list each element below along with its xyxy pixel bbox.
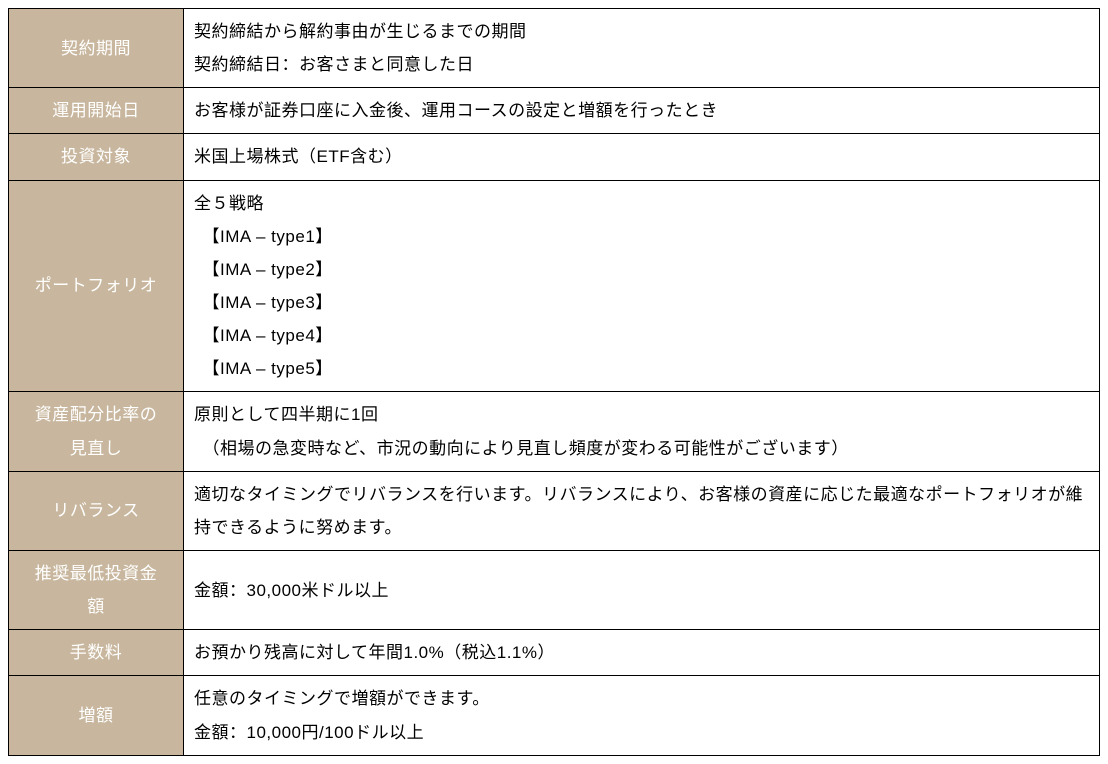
row-label: 手数料 xyxy=(9,630,184,676)
value-line: 金額：10,000円/100ドル以上 xyxy=(194,716,1091,749)
value-line: 全５戦略 xyxy=(194,187,1091,220)
table-row: ポートフォリオ 全５戦略 【IMA – type1】 【IMA – type2】… xyxy=(9,180,1100,392)
row-value: 米国上場株式（ETF含む） xyxy=(184,134,1100,180)
row-value: 原則として四半期に1回 （相場の急変時など、市況の動向により見直し頻度が変わる可… xyxy=(184,392,1100,471)
value-line: 任意のタイミングで増額ができます。 xyxy=(194,682,1091,715)
row-value: お預かり残高に対して年間1.0%（税込1.1%） xyxy=(184,630,1100,676)
row-label: 運用開始日 xyxy=(9,88,184,134)
value-line: 契約締結日：お客さまと同意した日 xyxy=(194,48,1091,81)
label-line: 資産配分比率の xyxy=(13,398,179,431)
label-line: 推奨最低投資金 xyxy=(13,557,179,590)
row-label: 契約期間 xyxy=(9,9,184,88)
value-line: （相場の急変時など、市況の動向により見直し頻度が変わる可能性がございます） xyxy=(194,432,1091,465)
table-row: 増額 任意のタイミングで増額ができます。 金額：10,000円/100ドル以上 xyxy=(9,676,1100,755)
value-line: 契約締結から解約事由が生じるまでの期間 xyxy=(194,15,1091,48)
value-line: 適切なタイミングでリバランスを行います。リバランスにより、お客様の資産に応じた最… xyxy=(194,485,1083,537)
value-line: お預かり残高に対して年間1.0%（税込1.1%） xyxy=(194,636,1091,669)
row-label: 投資対象 xyxy=(9,134,184,180)
row-label: 増額 xyxy=(9,676,184,755)
table-row: 投資対象 米国上場株式（ETF含む） xyxy=(9,134,1100,180)
value-line: 【IMA – type2】 xyxy=(194,253,1091,286)
value-line: 米国上場株式（ETF含む） xyxy=(194,140,1091,173)
table-row: 運用開始日 お客様が証券口座に入金後、運用コースの設定と増額を行ったとき xyxy=(9,88,1100,134)
value-line: 【IMA – type1】 xyxy=(194,220,1091,253)
label-line: 額 xyxy=(13,590,179,623)
row-label: ポートフォリオ xyxy=(9,180,184,392)
row-value: 金額：30,000米ドル以上 xyxy=(184,550,1100,629)
row-value: 全５戦略 【IMA – type1】 【IMA – type2】 【IMA – … xyxy=(184,180,1100,392)
value-line: 原則として四半期に1回 xyxy=(194,398,1091,431)
value-line: 【IMA – type3】 xyxy=(194,286,1091,319)
row-label: 資産配分比率の 見直し xyxy=(9,392,184,471)
table-row: 手数料 お預かり残高に対して年間1.0%（税込1.1%） xyxy=(9,630,1100,676)
table-row: リバランス 適切なタイミングでリバランスを行います。リバランスにより、お客様の資… xyxy=(9,471,1100,550)
label-line: 見直し xyxy=(13,432,179,465)
value-line: 【IMA – type5】 xyxy=(194,352,1091,385)
row-label: リバランス xyxy=(9,471,184,550)
row-value: 任意のタイミングで増額ができます。 金額：10,000円/100ドル以上 xyxy=(184,676,1100,755)
table-row: 推奨最低投資金 額 金額：30,000米ドル以上 xyxy=(9,550,1100,629)
table-row: 資産配分比率の 見直し 原則として四半期に1回 （相場の急変時など、市況の動向に… xyxy=(9,392,1100,471)
table-row: 契約期間 契約締結から解約事由が生じるまでの期間 契約締結日：お客さまと同意した… xyxy=(9,9,1100,88)
row-value: 契約締結から解約事由が生じるまでの期間 契約締結日：お客さまと同意した日 xyxy=(184,9,1100,88)
value-line: 金額：30,000米ドル以上 xyxy=(194,574,1091,607)
row-label: 推奨最低投資金 額 xyxy=(9,550,184,629)
details-table: 契約期間 契約締結から解約事由が生じるまでの期間 契約締結日：お客さまと同意した… xyxy=(8,8,1100,756)
row-value: 適切なタイミングでリバランスを行います。リバランスにより、お客様の資産に応じた最… xyxy=(184,471,1100,550)
value-line: 【IMA – type4】 xyxy=(194,319,1091,352)
table-body: 契約期間 契約締結から解約事由が生じるまでの期間 契約締結日：お客さまと同意した… xyxy=(9,9,1100,756)
row-value: お客様が証券口座に入金後、運用コースの設定と増額を行ったとき xyxy=(184,88,1100,134)
value-line: お客様が証券口座に入金後、運用コースの設定と増額を行ったとき xyxy=(194,94,1091,127)
